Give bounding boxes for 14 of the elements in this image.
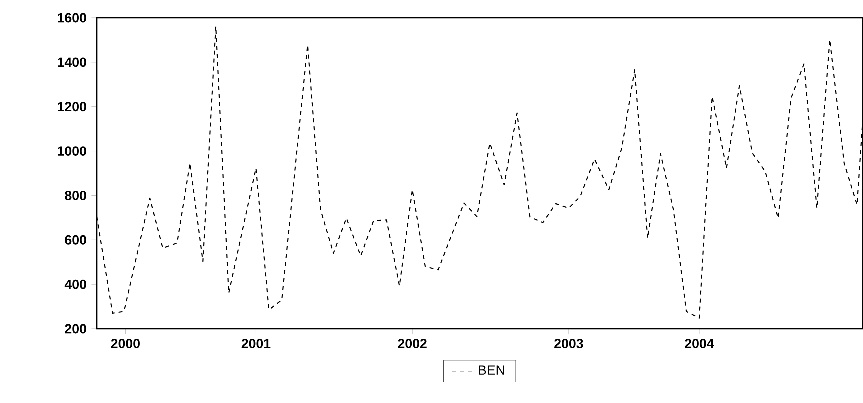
y-tick-label: 800 [65,191,86,200]
x-tick-label: 2001 [242,339,271,348]
x-tick-label: 2004 [685,339,714,348]
y-tick-label: 1000 [58,146,86,156]
x-tick-label: 2000 [111,339,140,348]
y-tick-label: 200 [65,324,86,334]
x-tick-label: 2003 [554,339,584,348]
y-tick-label: 1200 [58,102,86,112]
y-tick-label: 400 [64,280,86,290]
x-tick-label: 2002 [398,339,427,348]
y-tick-label: 1600 [58,13,86,23]
y-tick-label: 600 [65,235,86,245]
legend-label: BEN [479,366,504,375]
y-tick-label: 1400 [58,58,86,68]
